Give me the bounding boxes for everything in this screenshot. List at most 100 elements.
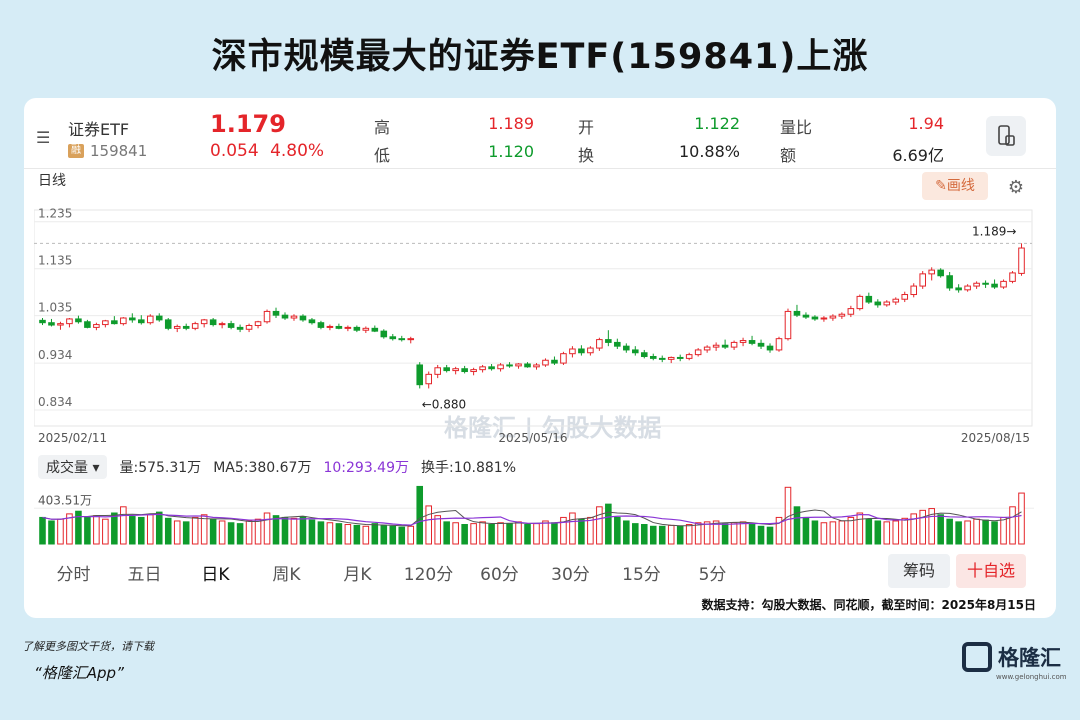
candle xyxy=(587,346,594,356)
candle xyxy=(1009,271,1016,284)
volume-bar xyxy=(757,525,765,545)
volume-bar xyxy=(937,514,944,545)
candle xyxy=(1018,243,1025,276)
app-name: “格隆汇App” xyxy=(34,664,124,682)
candlestick-chart[interactable]: 1.235 1.135 1.035 0.934 0.834 1.189→ ←0.880 202… xyxy=(34,204,1034,452)
y-tick-label: 1.035 xyxy=(38,301,72,315)
candle xyxy=(263,309,271,324)
volume-bar xyxy=(560,516,567,545)
volume-bar xyxy=(335,523,343,545)
volume-bar xyxy=(407,525,415,545)
divider xyxy=(24,168,1056,169)
candle xyxy=(452,366,459,375)
candle xyxy=(398,335,406,342)
volume-bar xyxy=(425,505,432,545)
candle xyxy=(542,358,549,367)
change-value: 0.054 xyxy=(210,141,259,161)
tab-6[interactable]: 60分 xyxy=(480,565,519,585)
candle xyxy=(326,324,334,331)
stat-value-amount: 6.69亿 xyxy=(892,146,944,165)
volume-bar xyxy=(865,518,873,545)
candle xyxy=(632,346,639,356)
stat-value-volratio: 1.94 xyxy=(908,114,944,133)
candle xyxy=(847,305,855,318)
candle xyxy=(721,339,729,349)
volume-bar xyxy=(236,523,244,545)
candle xyxy=(236,324,244,333)
candle xyxy=(75,315,82,324)
candle xyxy=(389,333,397,341)
volume-bar xyxy=(730,522,738,545)
candle xyxy=(865,292,873,304)
volume-bar xyxy=(398,526,406,545)
volume-bar xyxy=(138,516,145,545)
candle xyxy=(488,364,495,371)
volume-bar xyxy=(533,523,540,545)
volume-bar xyxy=(164,517,172,545)
volume-bar xyxy=(308,519,316,545)
candle xyxy=(138,315,145,325)
volume-bar xyxy=(614,516,621,545)
add-watchlist-button[interactable]: 十自选 xyxy=(956,554,1026,588)
volume-bar xyxy=(209,518,217,545)
candle xyxy=(811,315,819,321)
volume-bar xyxy=(497,522,504,545)
tab-1[interactable]: 五日 xyxy=(127,565,162,585)
volume-bar xyxy=(623,520,630,545)
volume-bar xyxy=(811,520,819,545)
volume-bar xyxy=(632,523,639,545)
candle xyxy=(506,362,513,368)
volume-bar xyxy=(290,517,298,545)
volume-bar xyxy=(775,516,783,545)
candle xyxy=(497,363,504,372)
candle xyxy=(802,312,810,319)
tab-0[interactable]: 分时 xyxy=(56,565,91,585)
tab-3[interactable]: 周K xyxy=(272,565,301,585)
draw-line-label: 画线 xyxy=(946,178,975,194)
candle xyxy=(766,343,774,353)
settings-icon[interactable]: ⚙ xyxy=(1007,177,1025,198)
tab-9[interactable]: 5分 xyxy=(698,565,727,585)
tab-5[interactable]: 120分 xyxy=(403,565,454,585)
tab-2[interactable]: 日K xyxy=(201,565,230,585)
candle xyxy=(560,351,567,365)
volume-ma10-line xyxy=(42,513,1022,526)
stat-label-turnover: 换 xyxy=(578,146,595,165)
candle xyxy=(533,363,540,370)
volume-bar xyxy=(182,521,190,545)
brand-logo: 格隆汇 xyxy=(962,642,1061,672)
candle xyxy=(623,343,630,353)
volume-bar xyxy=(57,518,64,545)
candle xyxy=(649,353,657,361)
candle xyxy=(407,336,415,344)
stat-value-high: 1.189 xyxy=(488,114,534,133)
volume-bar xyxy=(991,521,998,545)
brand-url: www.gelonghui.com xyxy=(996,673,1067,681)
draw-line-button[interactable]: ✎画线 xyxy=(922,172,988,200)
volume-bar xyxy=(524,524,531,545)
candle xyxy=(757,339,765,349)
volume-chart[interactable]: 403.51万 xyxy=(34,478,1034,548)
tab-8[interactable]: 15分 xyxy=(622,565,661,585)
candle xyxy=(991,279,998,289)
screen-rotate-button[interactable] xyxy=(986,116,1026,156)
candle xyxy=(335,323,343,330)
volume-bar xyxy=(946,518,953,545)
volume-bar xyxy=(93,515,100,545)
volume-ma10: 10:293.49万 xyxy=(323,460,409,476)
low-annotation: ←0.880 xyxy=(422,397,466,411)
indicator-dropdown[interactable]: 成交量 ▾ xyxy=(38,455,108,479)
chips-button[interactable]: 筹码 xyxy=(888,554,950,588)
volume-bar xyxy=(1009,506,1016,545)
candle xyxy=(973,281,980,289)
menu-icon[interactable]: ☰ xyxy=(36,128,51,147)
security-code: 159841 xyxy=(90,142,148,160)
tab-7[interactable]: 30分 xyxy=(551,565,590,585)
tab-4[interactable]: 月K xyxy=(343,565,372,585)
candle xyxy=(146,314,154,325)
volume-bar xyxy=(569,512,576,545)
volume-bar xyxy=(191,516,199,545)
candle xyxy=(308,318,316,325)
volume-bar xyxy=(353,524,361,545)
stat-label-amount: 额 xyxy=(780,146,797,165)
